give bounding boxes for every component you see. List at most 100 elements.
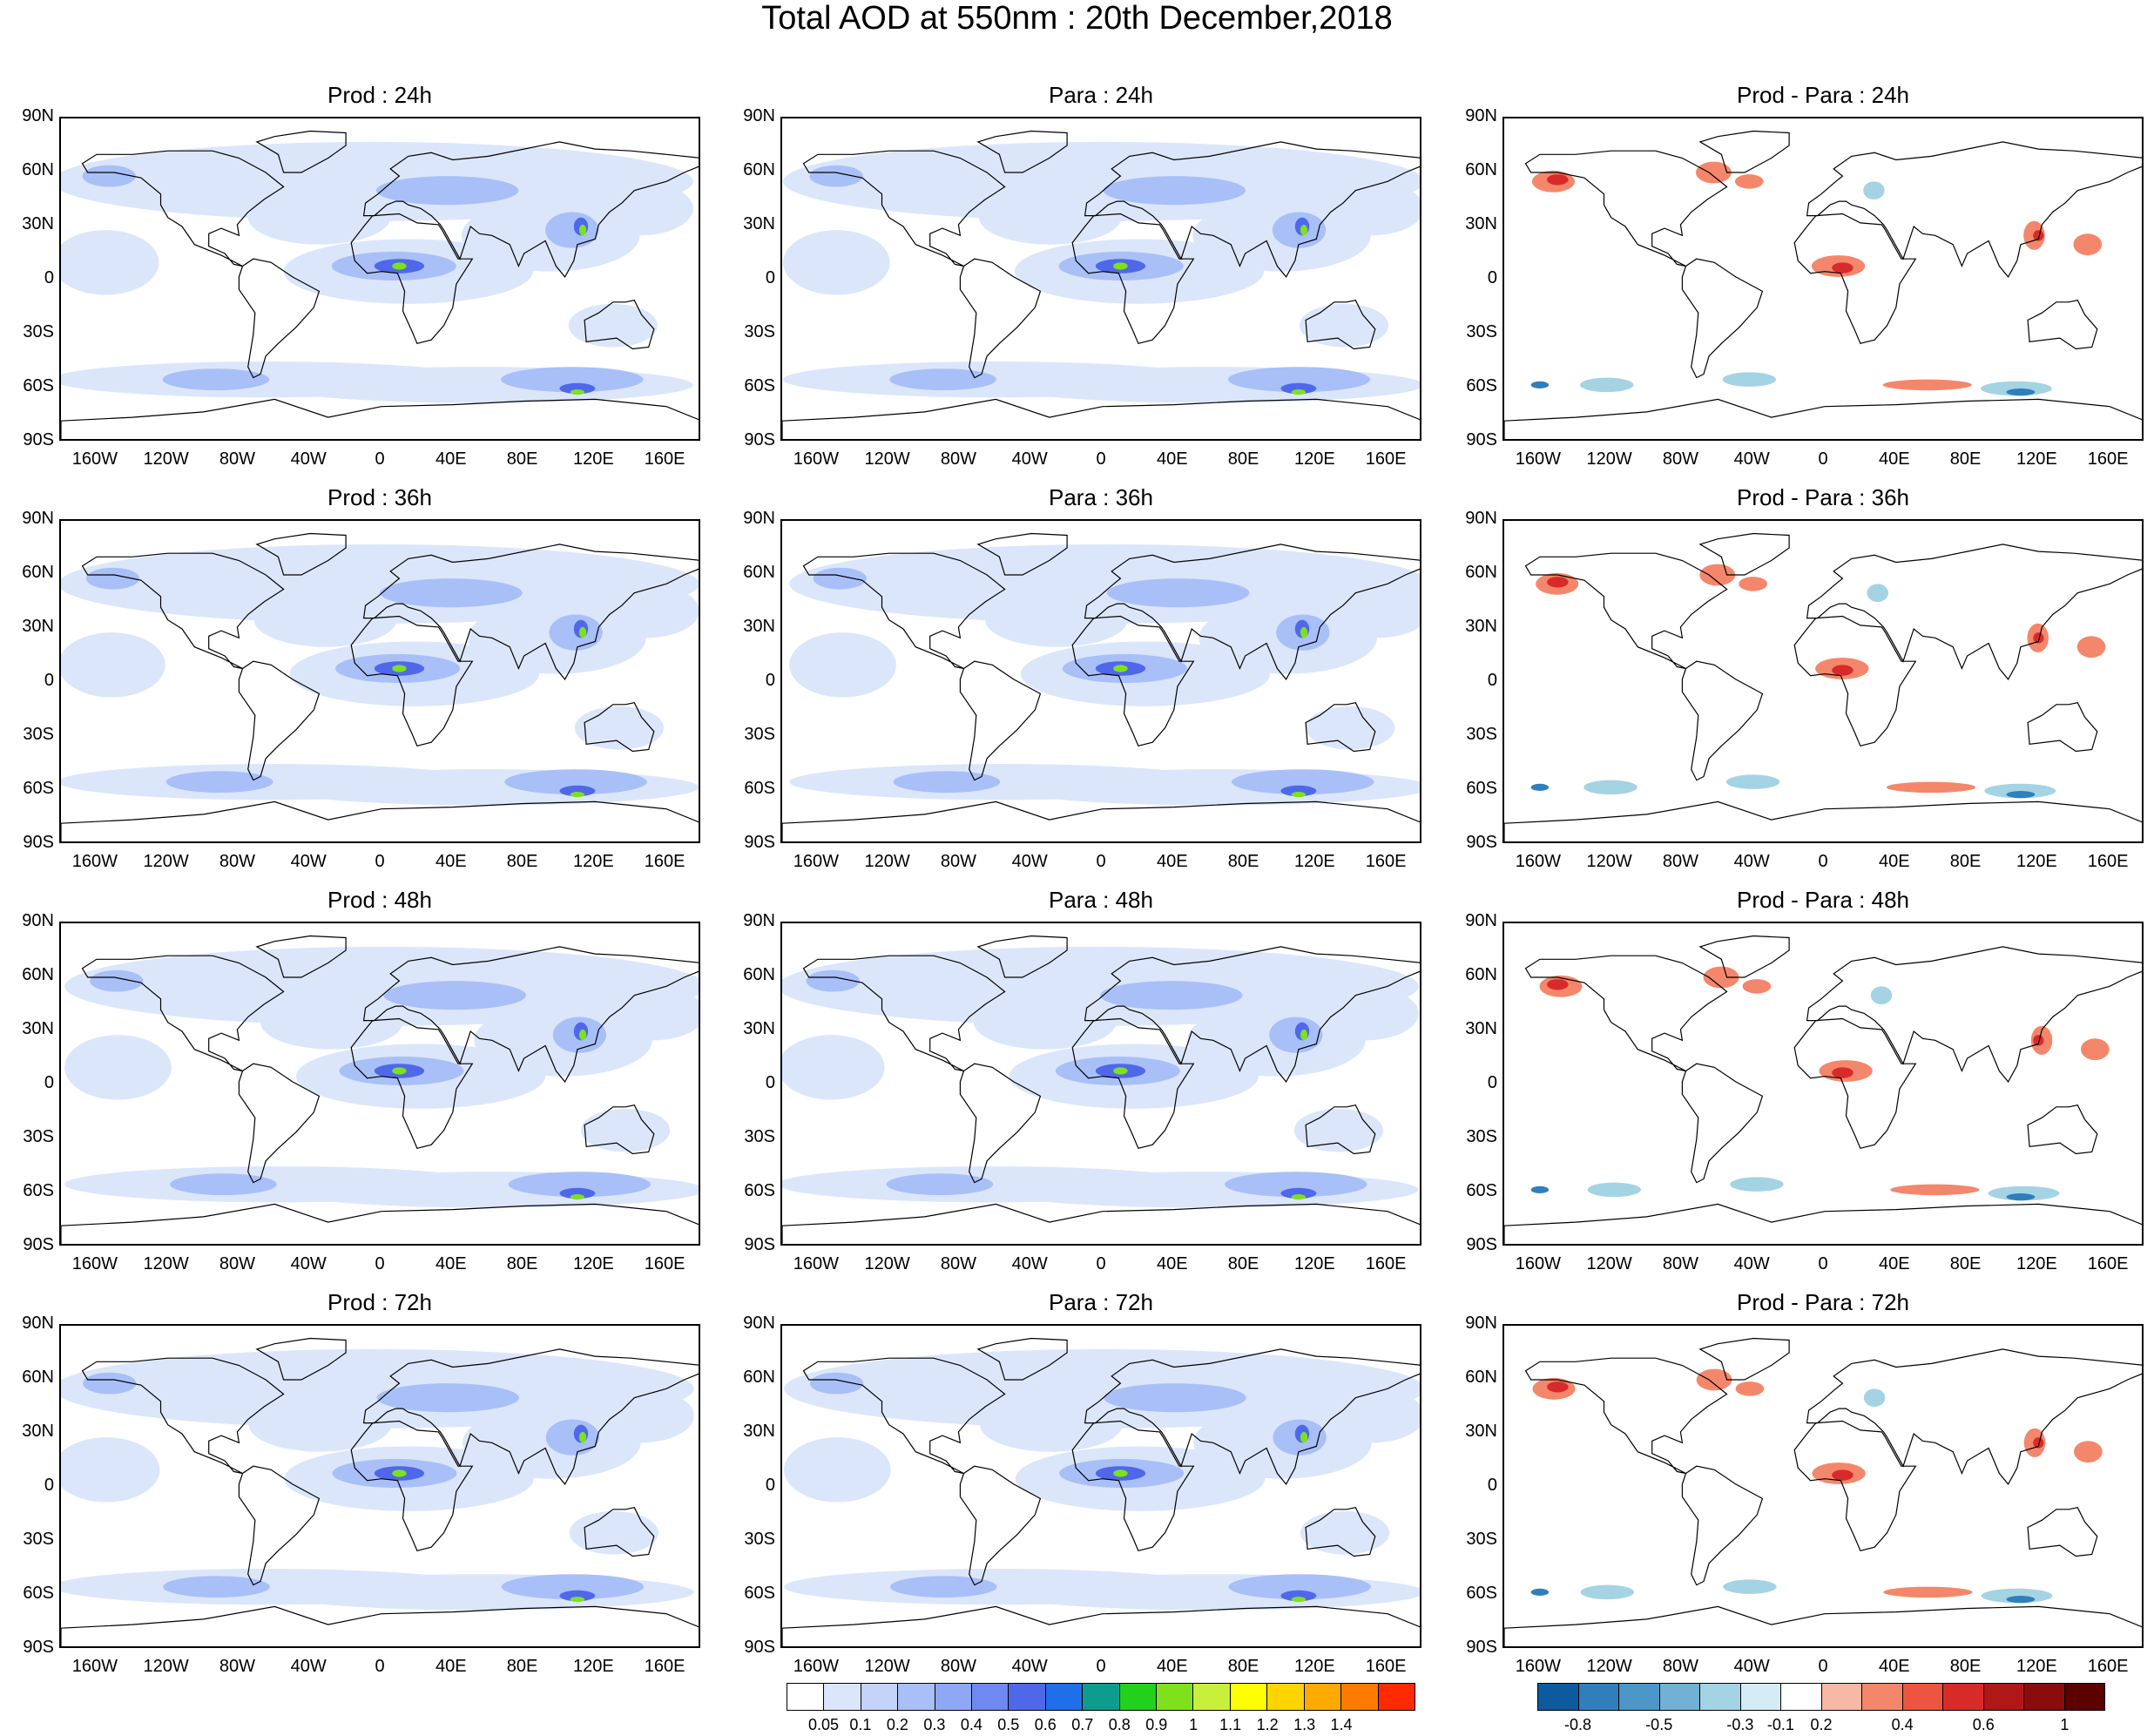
lon-tick-label: 160E xyxy=(644,852,685,871)
colorbar-swatch xyxy=(1009,1684,1046,1710)
difference-map xyxy=(1502,117,2144,441)
panel-title: Prod - Para : 72h xyxy=(1737,1289,1909,1315)
coastline xyxy=(1305,702,1376,753)
lon-tick-label: 80E xyxy=(1949,1657,1982,1676)
coastline xyxy=(1071,1420,1195,1552)
coastline xyxy=(584,1507,655,1557)
lat-tick-label: 90S xyxy=(23,1235,54,1254)
panel-title: Prod : 72h xyxy=(327,1289,432,1315)
diff-strong-positive-region xyxy=(1832,1067,1854,1078)
aod-low-region xyxy=(784,1437,891,1503)
aod-low-region xyxy=(248,1397,392,1452)
lon-tick-label: 0 xyxy=(375,1254,385,1273)
colorbar-swatch xyxy=(1157,1684,1194,1710)
coastline xyxy=(976,532,1068,576)
lon-tick-label: 40E xyxy=(435,852,467,871)
lat-tick-label: 60N xyxy=(22,1368,54,1387)
aod-low-region xyxy=(580,1108,671,1152)
aod-mid-region xyxy=(1232,769,1374,795)
lon-tick-label: 160E xyxy=(1365,852,1407,871)
diff-strong-negative-region xyxy=(2006,388,2036,396)
coastline xyxy=(959,1465,1042,1586)
aod-mid-region xyxy=(90,969,144,992)
coastline xyxy=(976,935,1068,978)
lon-tick-label: 80W xyxy=(219,449,255,469)
colorbar-swatch xyxy=(1230,1684,1268,1710)
lat-tick-label: 60N xyxy=(22,160,54,179)
diff-strong-negative-region xyxy=(2006,791,2036,799)
colorbar-swatch xyxy=(861,1684,899,1710)
colorbar-swatch xyxy=(1943,1684,1984,1710)
lon-tick-label: 80E xyxy=(1227,449,1259,469)
lat-tick-label: 30N xyxy=(1465,1422,1497,1441)
diff-positive-region xyxy=(2073,233,2103,256)
lat-tick-label: 90S xyxy=(1466,833,1497,852)
panel-title: Prod : 36h xyxy=(327,484,432,510)
figure-title: Total AOD at 550nm : 20th December,2018 xyxy=(761,0,1393,37)
coastline xyxy=(1698,532,1790,576)
aod-low-region xyxy=(569,1510,658,1555)
aod-map xyxy=(59,922,700,1246)
aod-low-region xyxy=(586,181,693,236)
aod-peak-region xyxy=(570,389,585,395)
lat-tick-label: 60N xyxy=(743,965,775,984)
colorbar-label: 1.4 xyxy=(1330,1716,1353,1733)
diff-positive-region xyxy=(1703,966,1739,989)
aod-mid-region xyxy=(83,1372,137,1395)
lat-tick-label: 60S xyxy=(1466,1584,1497,1603)
aod-low-region xyxy=(568,303,658,348)
aod-low-region xyxy=(598,986,699,1041)
coastline xyxy=(362,946,699,1083)
colorbar-swatch xyxy=(1538,1684,1579,1710)
lon-tick-label: 40E xyxy=(1156,852,1188,871)
lon-tick-label: 160W xyxy=(71,1657,118,1676)
aod-mid-region xyxy=(1099,981,1243,1010)
diff-positive-region xyxy=(1882,379,1972,391)
aod-peak-region xyxy=(1113,1067,1128,1075)
lon-tick-label: 120E xyxy=(2016,1657,2057,1676)
lon-tick-label: 0 xyxy=(1096,852,1106,871)
lon-tick-label: 40E xyxy=(1878,1254,1910,1273)
aod-peak-region xyxy=(1300,224,1308,236)
difference-map xyxy=(1502,519,2144,843)
lon-tick-label: 160E xyxy=(644,1657,685,1676)
coastline xyxy=(802,552,1006,670)
aod-high-region xyxy=(1280,1187,1317,1199)
coastline xyxy=(1305,1104,1376,1155)
colorbar-swatch xyxy=(1700,1684,1741,1710)
coastline xyxy=(976,130,1068,173)
lat-tick-label: 30N xyxy=(22,617,54,636)
colorbar-swatch xyxy=(824,1684,861,1710)
lon-tick-label: 0 xyxy=(375,852,385,871)
lat-tick-label: 90N xyxy=(1465,911,1497,930)
lon-tick-label: 0 xyxy=(1818,1657,1828,1676)
colorbar-swatch xyxy=(1619,1684,1660,1710)
aod-peak-region xyxy=(1291,389,1307,395)
lat-tick-label: 30N xyxy=(743,214,775,233)
colorbar-swatch xyxy=(1083,1684,1120,1710)
lat-tick-label: 60S xyxy=(23,1181,54,1200)
aod-map xyxy=(780,117,1421,441)
colorbar-swatch xyxy=(1267,1684,1305,1710)
aod-peak-region xyxy=(570,792,585,798)
colorbar-swatch xyxy=(972,1684,1009,1710)
aod-peak-region xyxy=(392,665,407,672)
lat-tick-label: 30S xyxy=(23,725,54,744)
lon-tick-label: 120E xyxy=(1293,1254,1335,1273)
diff-negative-region xyxy=(1583,780,1637,795)
aod-mid-region xyxy=(1225,1172,1367,1198)
lon-tick-label: 40W xyxy=(290,1657,327,1676)
colorbar-swatch xyxy=(2024,1684,2065,1710)
lat-tick-label: 60N xyxy=(1465,160,1497,179)
colorbar-label: 0.5 xyxy=(997,1716,1020,1733)
coastline xyxy=(959,258,1042,379)
aod-mid-region xyxy=(1227,367,1371,393)
coastline xyxy=(976,1337,1068,1381)
lon-tick-label: 120W xyxy=(1586,449,1632,469)
colorbar-swatch xyxy=(1045,1684,1084,1710)
lat-tick-label: 90N xyxy=(22,911,54,930)
lon-tick-label: 120W xyxy=(1586,1254,1632,1273)
lat-tick-label: 90S xyxy=(744,430,775,449)
lat-tick-label: 30N xyxy=(743,617,775,636)
lon-tick-label: 40E xyxy=(435,449,467,469)
